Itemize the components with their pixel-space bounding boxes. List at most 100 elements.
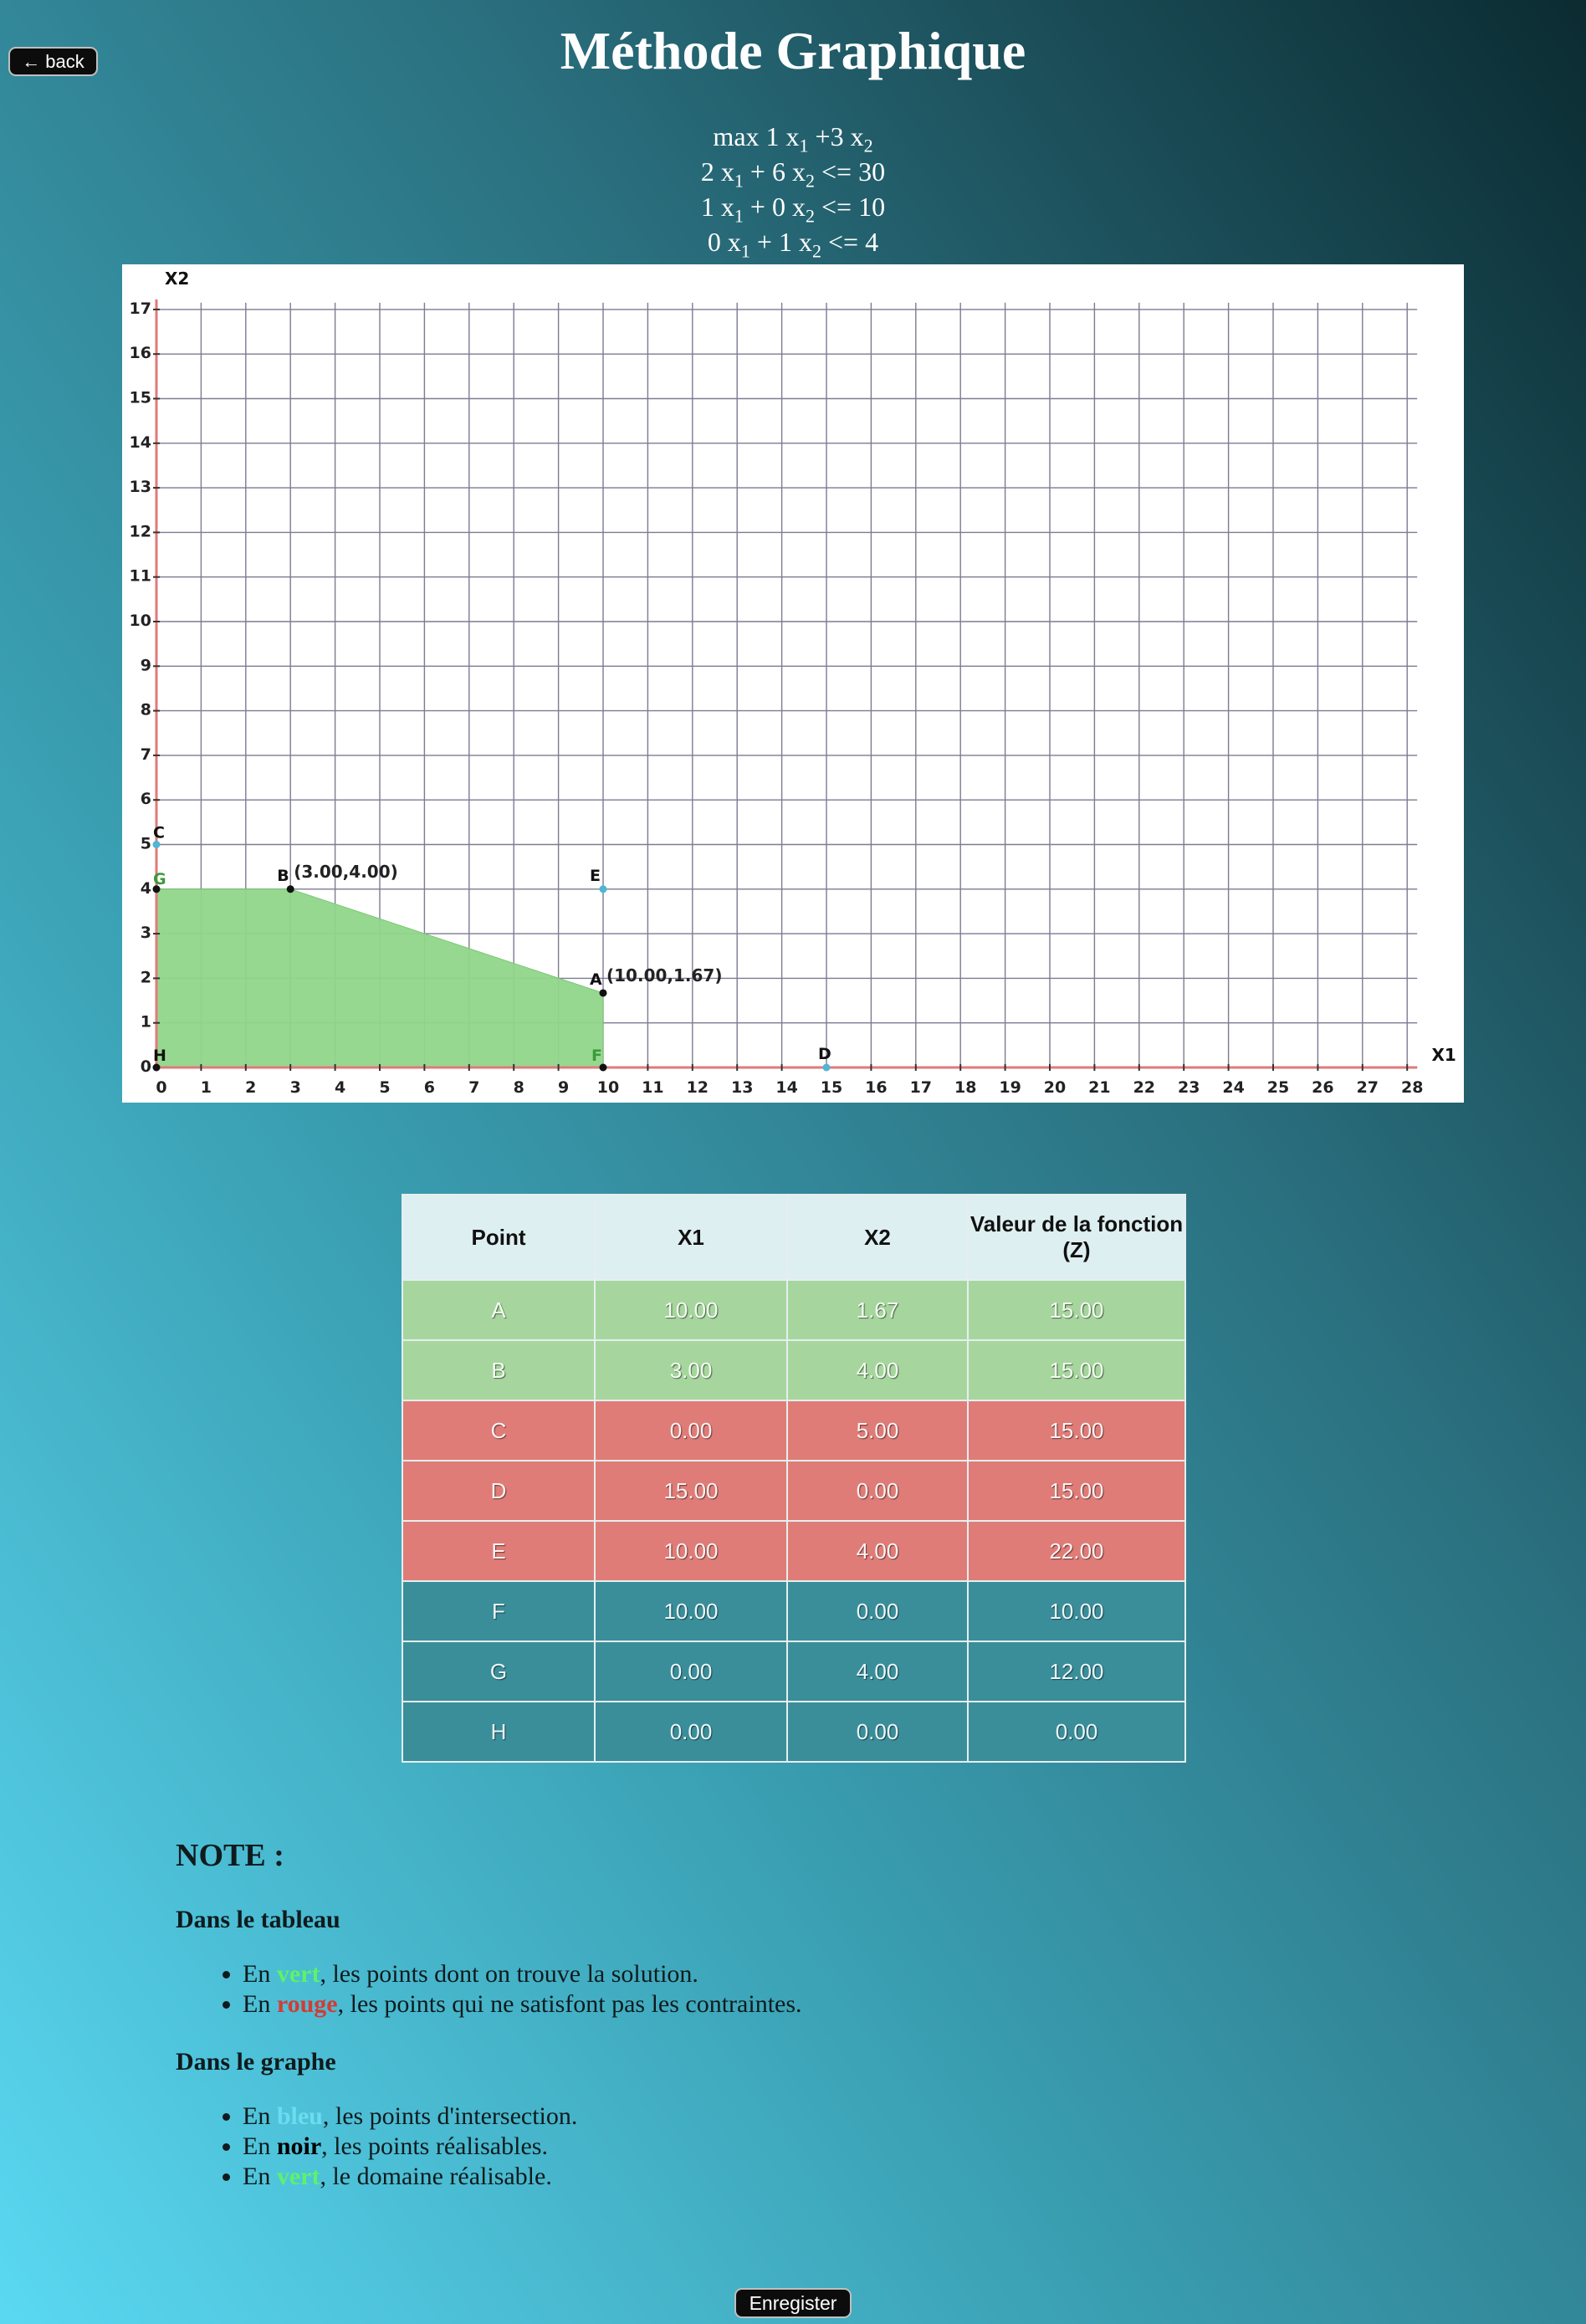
table-row: A 10.00 1.67 15.00: [402, 1279, 1186, 1341]
y-tick-label: 4: [141, 879, 151, 898]
point-label: F: [591, 1047, 602, 1065]
x-tick-label: 24: [1222, 1078, 1244, 1097]
table-header-row: Point X1 X2 Valeur de la fonction (Z): [402, 1194, 1186, 1281]
list-item: En vert, les points dont on trouve la so…: [243, 1959, 802, 1989]
header-point: Point: [402, 1194, 596, 1281]
table-cell: 3.00: [594, 1339, 788, 1401]
constraint-line: 0 x1 + 1 x2 <= 4: [707, 227, 879, 262]
table-row: C 0.00 5.00 15.00: [402, 1400, 1186, 1461]
y-tick-label: 15: [130, 389, 151, 407]
x-tick-label: 12: [687, 1078, 709, 1097]
x-tick-label: 28: [1401, 1078, 1423, 1097]
table-cell: 0.00: [786, 1580, 969, 1642]
x-tick-label: 2: [245, 1078, 256, 1097]
chart-point: [152, 841, 161, 848]
y-tick-label: 0: [141, 1057, 151, 1076]
table-cell: 0.00: [594, 1701, 788, 1763]
table-cell: 0.00: [594, 1400, 788, 1461]
table-cell: 15.00: [967, 1400, 1186, 1461]
point-label: C: [153, 824, 165, 842]
y-tick-label: 3: [141, 924, 151, 942]
x-tick-label: 18: [954, 1078, 976, 1097]
table-row: E 10.00 4.00 22.00: [402, 1520, 1186, 1582]
list-item: En vert, le domaine réalisable.: [243, 2162, 802, 2192]
note-graph-heading: Dans le graphe: [176, 2048, 336, 2076]
table-row: D 15.00 0.00 15.00: [402, 1460, 1186, 1522]
x-tick-label: 10: [597, 1078, 619, 1097]
table-cell: 0.00: [967, 1701, 1186, 1763]
table-cell: 10.00: [594, 1279, 788, 1341]
y-tick-label: 8: [141, 701, 151, 719]
y-tick-label: 16: [130, 344, 151, 362]
note-table-list: En vert, les points dont on trouve la so…: [176, 1959, 802, 2019]
problem-equations: max 1 x1 +3 x2 2 x1 + 6 x2 <= 30 1 x1 + …: [0, 119, 1586, 262]
x-tick-label: 7: [468, 1078, 479, 1097]
back-label: back: [45, 50, 84, 72]
table-cell: 10.00: [967, 1580, 1186, 1642]
chart-point: [152, 1063, 161, 1072]
table-cell: 0.00: [786, 1460, 969, 1522]
y-tick-label: 14: [130, 433, 151, 452]
point-label: B: [277, 867, 289, 885]
x-tick-label: 15: [821, 1078, 842, 1097]
note-title: NOTE :: [176, 1838, 284, 1873]
table-cell: 1.67: [786, 1279, 969, 1341]
objective-line: max 1 x1 +3 x2: [713, 121, 873, 156]
table-cell: 15.00: [967, 1460, 1186, 1522]
x-tick-label: 0: [156, 1078, 166, 1097]
x-tick-label: 23: [1178, 1078, 1200, 1097]
table-cell: 0.00: [594, 1641, 788, 1702]
table-cell: H: [402, 1701, 596, 1763]
table-cell: 4.00: [786, 1520, 969, 1582]
chart-point: [822, 1063, 831, 1072]
table-cell: 15.00: [967, 1339, 1186, 1401]
x-tick-label: 25: [1267, 1078, 1289, 1097]
x-tick-label: 26: [1312, 1078, 1333, 1097]
table-cell: 4.00: [786, 1641, 969, 1702]
note-table-heading: Dans le tableau: [176, 1906, 340, 1933]
x-tick-label: 6: [424, 1078, 435, 1097]
table-row: B 3.00 4.00 15.00: [402, 1339, 1186, 1401]
point-coordinate-label: (3.00,4.00): [294, 862, 398, 882]
save-button[interactable]: Enregister: [734, 2288, 852, 2318]
point-label: A: [590, 970, 602, 989]
y-tick-label: 7: [141, 745, 151, 764]
point-label: E: [590, 867, 601, 885]
table-cell: 4.00: [786, 1339, 969, 1401]
y-tick-label: 9: [141, 656, 151, 674]
table-cell: F: [402, 1580, 596, 1642]
header-x2: X2: [786, 1194, 969, 1281]
table-cell: 5.00: [786, 1400, 969, 1461]
table-cell: B: [402, 1339, 596, 1401]
x-tick-label: 3: [290, 1078, 301, 1097]
y-tick-label: 1: [141, 1013, 151, 1031]
point-label: G: [153, 870, 166, 888]
table-row: F 10.00 0.00 10.00: [402, 1580, 1186, 1642]
chart-point: [599, 989, 607, 997]
graph-chart: 0 1 2 3 4 5 6 7 8 9 10 11 12 13 14 15 16 17 18 19 20 21 22 23 24…: [122, 264, 1464, 1103]
table-cell: 10.00: [594, 1520, 788, 1582]
table-cell: 12.00: [967, 1641, 1186, 1702]
y-tick-label: 6: [141, 790, 151, 808]
table-row: G 0.00 4.00 12.00: [402, 1641, 1186, 1702]
y-tick-label: 5: [141, 835, 151, 853]
chart-point: [599, 1063, 607, 1072]
x-axis-label: X1: [1432, 1045, 1456, 1065]
back-button[interactable]: ← back: [8, 47, 98, 76]
y-axis-label: X2: [165, 269, 189, 289]
y-tick-label: 11: [130, 567, 151, 586]
table-row: H 0.00 0.00 0.00: [402, 1701, 1186, 1763]
chart-point: [599, 885, 607, 893]
chart-point: [152, 885, 161, 893]
y-tick-label: 13: [130, 478, 151, 496]
constraint-line: 2 x1 + 6 x2 <= 30: [700, 156, 886, 192]
chart-svg: 0 1 2 3 4 5 6 7 8 9 10 11 12 13 14 15 16 17 18 19 20 21 22 23 24…: [130, 269, 1456, 1097]
table-cell: 10.00: [594, 1580, 788, 1642]
list-item: En noir, les points réalisables.: [243, 2132, 802, 2162]
header-x1: X1: [594, 1194, 788, 1281]
table-cell: A: [402, 1279, 596, 1341]
x-tick-label: 22: [1133, 1078, 1155, 1097]
arrow-left-icon: ←: [22, 50, 41, 72]
x-tick-label: 5: [379, 1078, 390, 1097]
